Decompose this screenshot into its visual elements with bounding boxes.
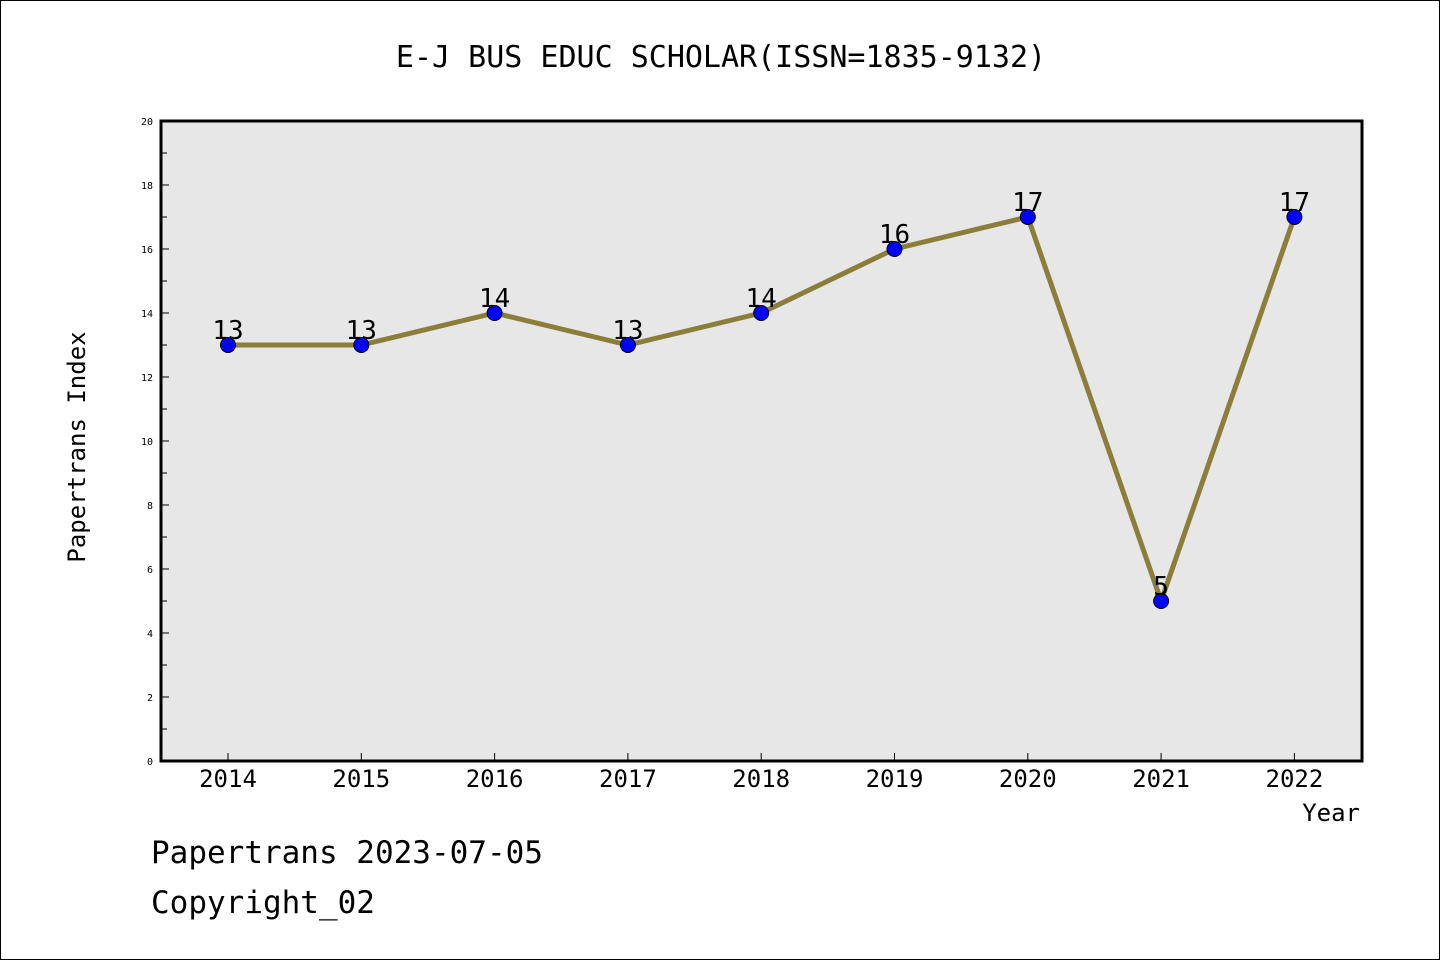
data-label: 17 [1012, 188, 1043, 218]
x-tick-label: 2019 [866, 765, 924, 793]
data-points [220, 209, 1303, 609]
data-label: 14 [746, 284, 777, 314]
data-label: 5 [1153, 572, 1169, 602]
data-point [619, 337, 636, 353]
data-labels: 13 13 14 13 14 16 17 5 17 [212, 188, 1310, 602]
x-tick-label: 2016 [466, 765, 524, 793]
chart-title: E-J BUS EDUC SCHOLAR(ISSN=1835-9132) [396, 40, 1046, 75]
y-tick-label: 10 [141, 437, 153, 448]
y-tick-label: 18 [141, 181, 153, 192]
data-point [486, 305, 503, 321]
data-point [753, 305, 770, 321]
x-tick-label: 2015 [332, 765, 390, 793]
data-point [220, 337, 236, 353]
data-point [886, 241, 903, 257]
data-label: 13 [212, 316, 243, 346]
x-tick-label: 2020 [999, 765, 1057, 793]
x-axis-label: Year [1302, 799, 1360, 827]
y-tick-label: 20 [141, 117, 153, 128]
y-tick-label: 0 [147, 757, 153, 768]
plot-area [159, 119, 1364, 763]
data-label: 16 [879, 220, 910, 250]
y-tick-label: 14 [141, 309, 153, 320]
y-tick-label: 8 [147, 501, 153, 512]
x-tick-label: 2022 [1266, 765, 1324, 793]
y-tick-label: 12 [141, 373, 153, 384]
x-tick-label: 2014 [199, 765, 257, 793]
y-tick-label: 16 [141, 245, 153, 256]
y-tick-label: 4 [147, 629, 153, 640]
data-point [353, 337, 370, 353]
x-tick-label: 2017 [599, 765, 657, 793]
x-axis: 2014 2015 2016 2017 2018 2019 2020 2021 2022 [199, 753, 1323, 793]
footer-date: Papertrans 2023-07-05 [151, 835, 543, 871]
y-axis-label: Papertrans Index [63, 331, 91, 562]
x-tick-label: 2018 [732, 765, 790, 793]
data-label: 17 [1279, 188, 1310, 218]
data-point [1019, 209, 1036, 225]
y-tick-label: 6 [147, 565, 153, 576]
data-label: 14 [479, 284, 510, 314]
data-point [1286, 209, 1303, 225]
data-point [1153, 593, 1170, 609]
y-tick-label: 2 [147, 693, 153, 704]
data-label: 13 [612, 316, 643, 346]
data-label: 13 [346, 316, 377, 346]
y-axis: 0 2 4 6 8 10 12 14 16 18 20 [141, 117, 169, 768]
x-tick-label: 2021 [1132, 765, 1190, 793]
footer-copyright: Copyright_02 [151, 885, 375, 921]
